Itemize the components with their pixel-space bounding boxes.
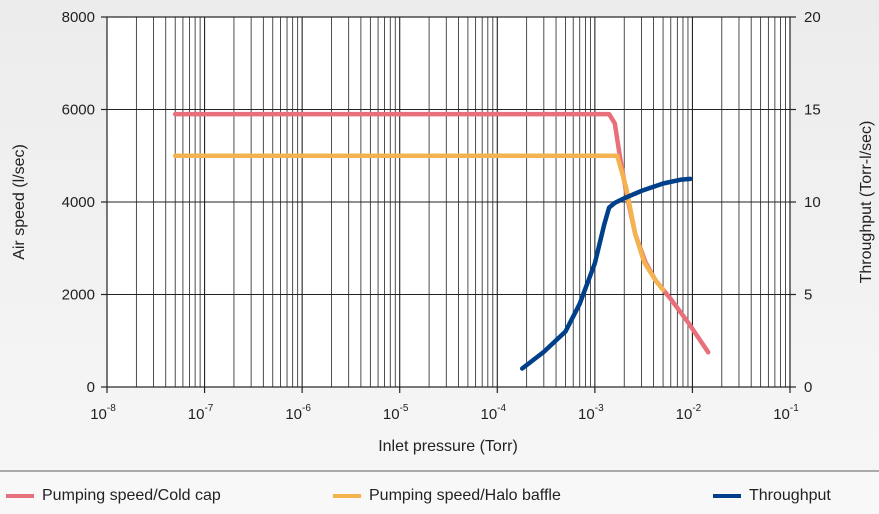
y-right-tick-label: 20: [804, 9, 821, 26]
y-axis-right-title: Throughput (Torr-l/sec): [858, 121, 875, 284]
y-axis-left-title: Air speed (l/sec): [11, 144, 28, 260]
y-right-tick-label: 0: [804, 379, 812, 396]
y-left-tick-label: 2000: [62, 287, 95, 304]
y-right-tick-label: 10: [804, 194, 821, 211]
legend-swatch-cold-cap: [6, 494, 34, 498]
x-tick-label: 10-1: [773, 403, 799, 423]
x-tick-label: 10-5: [383, 403, 409, 423]
legend-label-throughput: Throughput: [749, 487, 831, 504]
y-left-tick-label: 6000: [62, 102, 95, 119]
legend-label-cold-cap: Pumping speed/Cold cap: [42, 487, 221, 504]
legend-item-cold-cap: Pumping speed/Cold cap: [6, 486, 221, 506]
x-tick-label: 10-3: [578, 403, 604, 423]
x-axis-title: Inlet pressure (Torr): [378, 438, 518, 455]
x-tick-label: 10-8: [90, 403, 116, 423]
x-tick-label: 10-6: [285, 403, 311, 423]
series-lines: [172, 111, 711, 371]
chart-canvas: 0 2000 4000 6000 8000 0 5 10 15 20 10-8 10-7 10-6 10-…: [11, 9, 875, 455]
x-tick-label: 10-2: [676, 403, 702, 423]
y-right-tick-label: 15: [804, 102, 821, 119]
y-left-tick-label: 8000: [62, 9, 95, 26]
legend-label-halo-baffle: Pumping speed/Halo baffle: [369, 487, 561, 504]
series-line-pumping-speed-halo-baffle: [172, 153, 666, 293]
legend-swatch-halo-baffle: [333, 494, 361, 498]
legend-item-halo-baffle: Pumping speed/Halo baffle: [333, 486, 561, 506]
y-right-tick-label: 5: [804, 287, 812, 304]
axes: 0 2000 4000 6000 8000 0 5 10 15 20 10-8 10-7 10-6 10-…: [62, 9, 821, 423]
x-tick-label: 10-7: [188, 403, 214, 423]
y-left-tick-label: 0: [87, 379, 95, 396]
grid-lines: [107, 17, 790, 387]
x-tick-label: 10-4: [480, 403, 506, 423]
legend-item-throughput: Throughput: [713, 486, 831, 506]
series-line-throughput: [519, 176, 693, 371]
legend: Pumping speed/Cold cap Pumping speed/Hal…: [0, 470, 879, 514]
legend-swatch-throughput: [713, 494, 741, 498]
y-left-tick-label: 4000: [62, 194, 95, 211]
